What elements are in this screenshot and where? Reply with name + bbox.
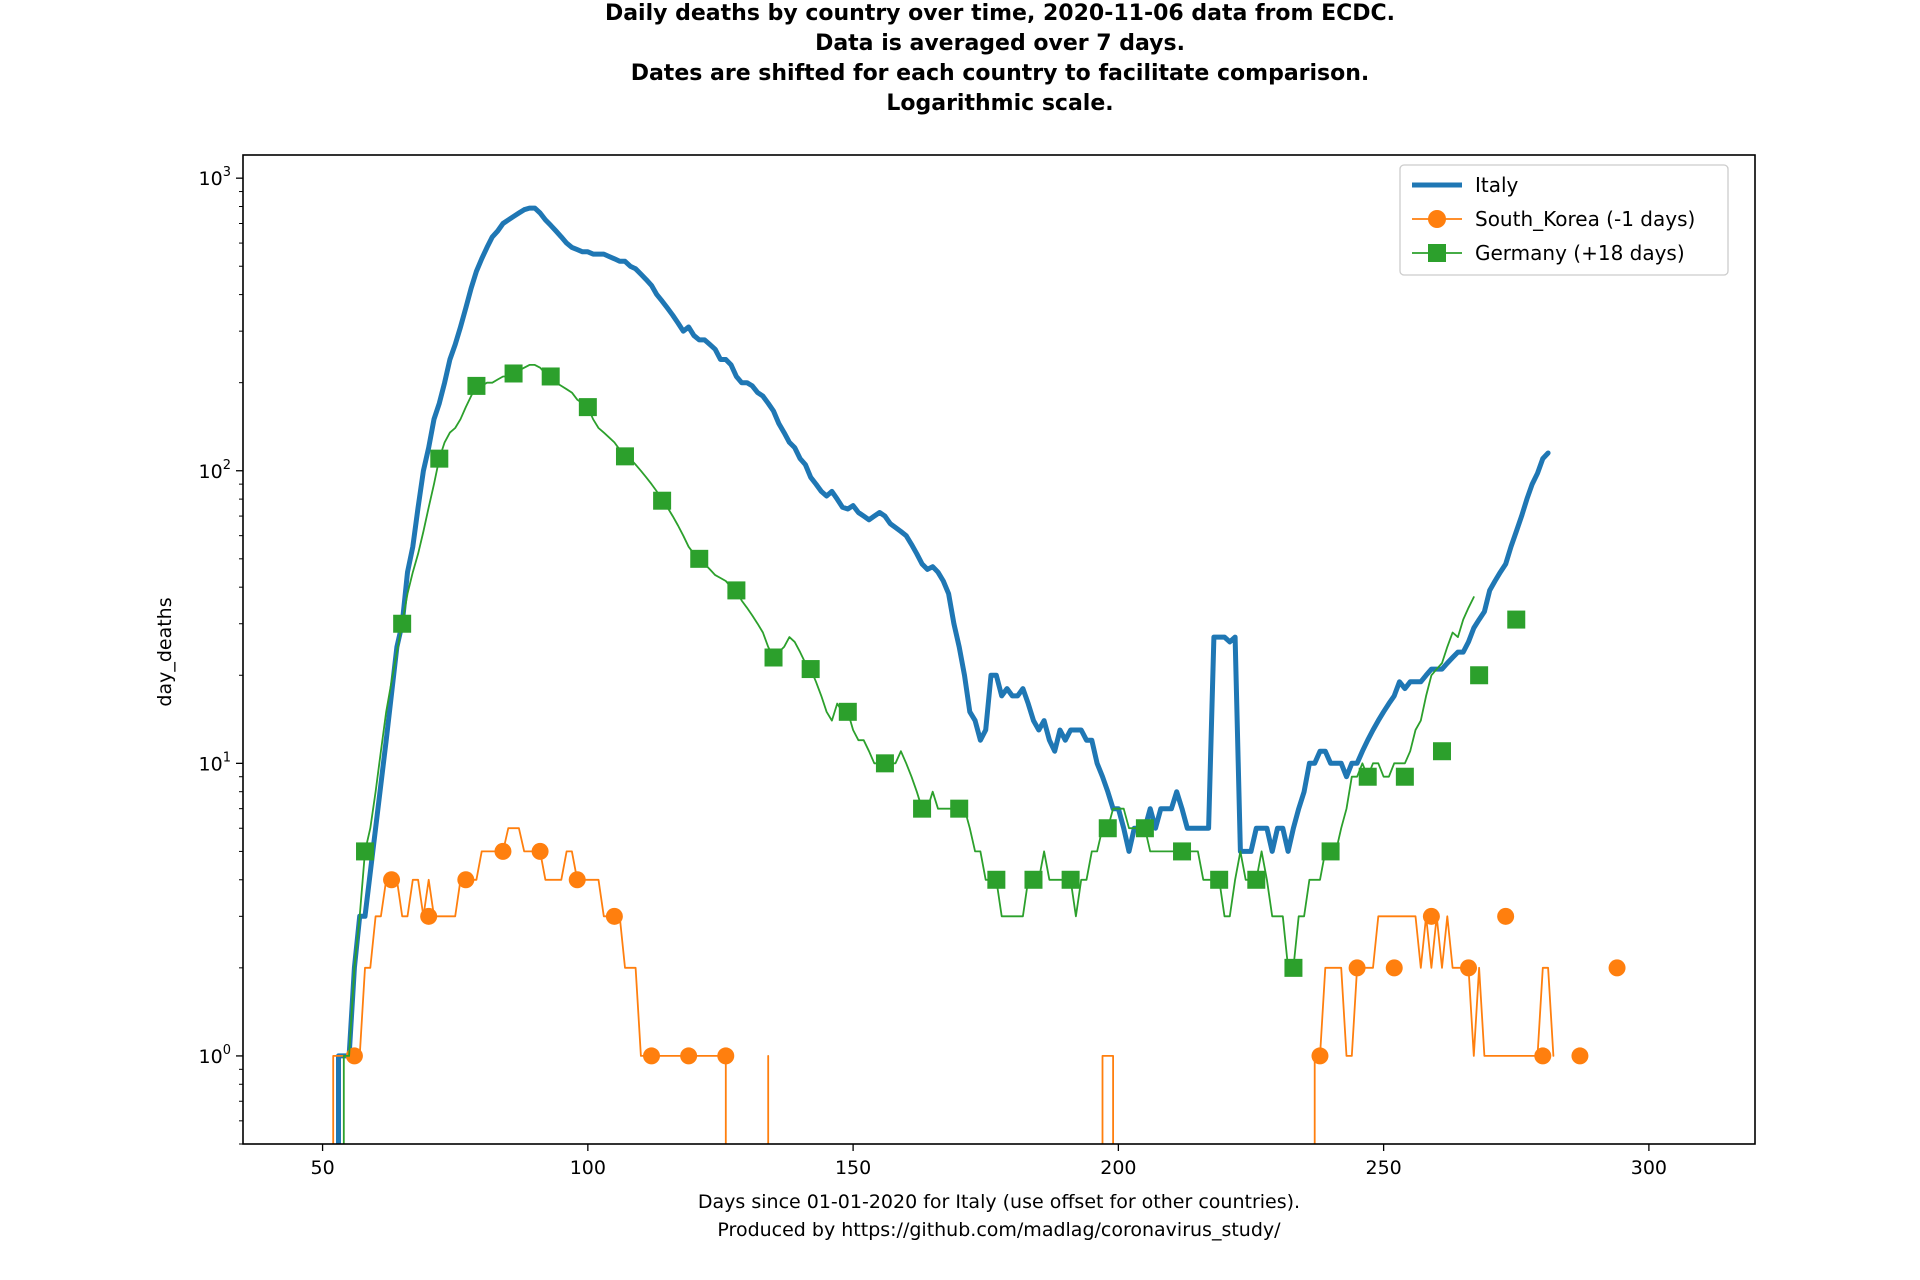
data-point-south-korea-1-days bbox=[1385, 959, 1403, 977]
y-tick-label-0: 100 bbox=[199, 1043, 231, 1068]
x-tick-label-250: 250 bbox=[1365, 1157, 1401, 1179]
data-point-germany-18-days bbox=[1135, 819, 1154, 838]
y-axis-label: day_deaths bbox=[154, 597, 176, 706]
data-point-germany-18-days bbox=[875, 754, 894, 773]
plot-frame bbox=[242, 154, 1756, 1145]
data-point-south-korea-1-days bbox=[568, 871, 586, 889]
data-point-germany-18-days bbox=[913, 799, 932, 818]
chart-title-line-3: Dates are shifted for each country to fa… bbox=[631, 61, 1370, 86]
data-point-germany-18-days bbox=[1173, 842, 1192, 861]
data-point-germany-18-days bbox=[1470, 666, 1489, 685]
x-tick-label-150: 150 bbox=[835, 1157, 871, 1179]
data-point-germany-18-days bbox=[1321, 842, 1340, 861]
data-point-germany-18-days bbox=[504, 364, 523, 383]
data-point-south-korea-1-days bbox=[1571, 1047, 1589, 1065]
data-point-germany-18-days bbox=[356, 842, 375, 861]
data-point-germany-18-days bbox=[467, 376, 486, 395]
x-axis-label-line-1: Days since 01-01-2020 for Italy (use off… bbox=[698, 1191, 1300, 1213]
data-point-south-korea-1-days bbox=[457, 871, 475, 889]
data-point-germany-18-days bbox=[1024, 870, 1043, 889]
data-point-south-korea-1-days bbox=[643, 1047, 661, 1065]
data-point-south-korea-1-days bbox=[1460, 959, 1478, 977]
series-line-germany-18-days bbox=[342, 364, 1475, 1144]
data-point-south-korea-1-days bbox=[605, 907, 623, 925]
y-tick-label-2: 102 bbox=[199, 458, 231, 483]
data-point-germany-18-days bbox=[1507, 610, 1526, 629]
data-point-south-korea-1-days bbox=[1311, 1047, 1329, 1065]
data-point-germany-18-days bbox=[615, 447, 634, 466]
data-point-south-korea-1-days bbox=[1422, 907, 1440, 925]
data-point-germany-18-days bbox=[1098, 819, 1117, 838]
data-point-germany-18-days bbox=[801, 660, 820, 679]
legend: Italy South_Korea (-1 days) Germany (+18… bbox=[1399, 164, 1729, 276]
x-tick-label-100: 100 bbox=[570, 1157, 606, 1179]
chart-title-line-4: Logarithmic scale. bbox=[886, 91, 1113, 116]
data-point-germany-18-days bbox=[393, 614, 412, 633]
x-axis-ticks: 50 100 150 200 250 300 bbox=[310, 1144, 1667, 1179]
data-point-south-korea-1-days bbox=[494, 842, 512, 860]
legend-label-italy: Italy bbox=[1475, 173, 1519, 197]
data-point-germany-18-days bbox=[1061, 870, 1080, 889]
data-point-south-korea-1-days bbox=[1608, 959, 1626, 977]
data-point-germany-18-days bbox=[838, 702, 857, 721]
legend-marker-germany bbox=[1428, 244, 1446, 262]
plot-area bbox=[332, 205, 1626, 1144]
chart-title: Daily deaths by country over time, 2020-… bbox=[605, 1, 1395, 116]
data-point-germany-18-days bbox=[690, 549, 709, 568]
chart-title-line-2: Data is averaged over 7 days. bbox=[815, 31, 1185, 56]
data-point-south-korea-1-days bbox=[1348, 959, 1366, 977]
x-tick-label-50: 50 bbox=[310, 1157, 334, 1179]
data-point-germany-18-days bbox=[1210, 870, 1229, 889]
x-tick-label-300: 300 bbox=[1631, 1157, 1667, 1179]
data-point-south-korea-1-days bbox=[531, 842, 549, 860]
x-tick-label-200: 200 bbox=[1100, 1157, 1136, 1179]
data-point-germany-18-days bbox=[578, 398, 597, 417]
data-point-germany-18-days bbox=[541, 367, 560, 386]
y-tick-label-3: 103 bbox=[199, 165, 231, 190]
series-line-south-korea-1-days bbox=[332, 827, 1555, 1144]
data-point-germany-18-days bbox=[1284, 958, 1303, 977]
data-point-germany-18-days bbox=[430, 449, 449, 468]
legend-box bbox=[1399, 164, 1729, 276]
data-point-south-korea-1-days bbox=[420, 907, 438, 925]
data-point-germany-18-days bbox=[1395, 767, 1414, 786]
chart-title-line-1: Daily deaths by country over time, 2020-… bbox=[605, 1, 1395, 26]
legend-label-germany: Germany (+18 days) bbox=[1475, 241, 1685, 265]
data-point-germany-18-days bbox=[1247, 870, 1266, 889]
y-axis-ticks: 100 101 102 103 bbox=[199, 165, 243, 1145]
data-point-south-korea-1-days bbox=[1497, 907, 1515, 925]
data-point-germany-18-days bbox=[1358, 767, 1377, 786]
data-point-germany-18-days bbox=[764, 648, 783, 667]
data-point-germany-18-days bbox=[987, 870, 1006, 889]
data-point-germany-18-days bbox=[1432, 742, 1451, 761]
data-point-south-korea-1-days bbox=[717, 1047, 735, 1065]
legend-marker-south-korea bbox=[1428, 210, 1446, 228]
data-point-germany-18-days bbox=[727, 581, 746, 600]
data-point-germany-18-days bbox=[653, 491, 672, 510]
series-line-italy bbox=[336, 205, 1551, 1144]
y-tick-label-1: 101 bbox=[199, 750, 231, 775]
data-point-south-korea-1-days bbox=[1534, 1047, 1552, 1065]
data-point-south-korea-1-days bbox=[383, 871, 401, 889]
data-point-germany-18-days bbox=[950, 799, 969, 818]
x-axis-label-line-2: Produced by https://github.com/madlag/co… bbox=[717, 1219, 1281, 1241]
legend-label-south-korea: South_Korea (-1 days) bbox=[1475, 207, 1695, 231]
data-point-south-korea-1-days bbox=[680, 1047, 698, 1065]
